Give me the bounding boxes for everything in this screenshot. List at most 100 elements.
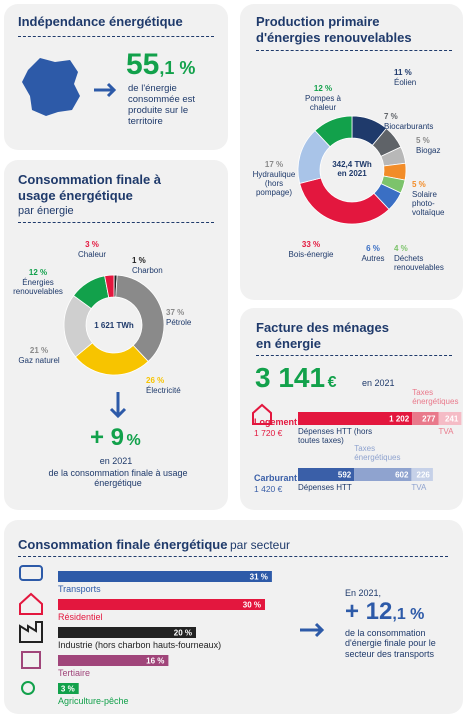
category-label: Industrie (hors charbon hauts-fourneaux): [58, 640, 222, 650]
headline-decimal: ,1 %: [159, 58, 196, 78]
value-label: 7 %: [384, 112, 398, 121]
segment-label: Biogaz: [416, 146, 441, 155]
bar-label: 31 %: [250, 573, 268, 582]
panel: [4, 520, 463, 714]
icon: [21, 681, 35, 695]
bar-label: 602: [395, 471, 409, 480]
panel-title: Consommation finale à usage énergétique: [18, 172, 162, 203]
change-value: + 12: [345, 598, 393, 625]
donut-segment: [314, 115, 353, 148]
row-name: Logement: [254, 417, 298, 427]
value-label: 33 %: [301, 240, 321, 249]
segment-label: Gaz naturel: [18, 356, 60, 365]
bar-label: 1 202: [389, 415, 410, 424]
row-total: 1 720 €: [254, 428, 283, 438]
segment-label: Biocarburants: [384, 122, 434, 131]
caption: de l'énergie consommée est produite sur …: [128, 83, 196, 127]
change-year: en 2021: [99, 456, 133, 466]
divider: [18, 556, 448, 557]
panel: [4, 160, 228, 510]
bar-label: 241: [445, 415, 459, 424]
bill-bar: [298, 468, 355, 481]
segment-label: Autres: [361, 254, 385, 263]
icon: [19, 565, 43, 581]
panel: [240, 4, 463, 300]
value-label: 37 %: [166, 308, 185, 317]
value-label: 21 %: [29, 346, 49, 355]
value-label: 11 %: [394, 68, 412, 77]
component-label: Dépenses HTT: [298, 483, 352, 492]
value-label: 17 %: [264, 160, 284, 169]
value-label: 26 %: [146, 376, 165, 385]
change-unit: %: [126, 432, 141, 449]
category-label: Résidentiel: [58, 612, 103, 622]
change-caption: de la consommation d'énergie finale pour…: [345, 628, 436, 659]
total-value: 3 141: [255, 362, 326, 393]
category-label: Agriculture-pêche: [58, 696, 129, 706]
category-label: Transports: [58, 584, 101, 594]
donut-center: 1 621 TWh: [94, 321, 134, 330]
segment-label: Électricité: [146, 386, 181, 395]
row-name: Carburant: [254, 473, 298, 483]
bill-total: 3 141 €: [255, 362, 337, 394]
sector-bar: [58, 571, 272, 582]
sector-bar: [58, 683, 79, 694]
icon: [252, 403, 272, 425]
bar-label: 16 %: [146, 657, 164, 666]
value-label: 12 %: [28, 268, 48, 277]
headline-value: 55: [126, 48, 160, 81]
bar-label: 20 %: [174, 629, 192, 638]
bill-bar: [298, 412, 413, 425]
bill-bar: [411, 468, 433, 481]
title-sub: par secteur: [230, 538, 291, 552]
divider: [256, 355, 452, 356]
value-label: 12 %: [313, 84, 333, 93]
icon: [19, 621, 43, 643]
component-label: Dépenses HTT (hors toutes taxes): [298, 427, 373, 446]
segment-label: Pétrole: [166, 318, 192, 327]
value-label: 4 %: [394, 244, 408, 253]
headline: 55,1 %: [126, 48, 195, 83]
bill-bar: [354, 468, 412, 481]
bar-label: 30 %: [243, 601, 261, 610]
arrow: [109, 392, 127, 419]
donut-segment: [115, 274, 165, 363]
segment-label: Déchets renouvelables: [394, 254, 444, 273]
panel-title: Indépendance énergétique: [18, 14, 183, 29]
value-label: 1 %: [132, 256, 146, 265]
change-caption: de la consommation finale à usage énergé…: [48, 468, 188, 489]
title-main: Consommation finale énergétique: [18, 537, 228, 552]
change-intro: En 2021,: [345, 588, 382, 598]
map-icon: [22, 58, 80, 116]
divider: [18, 36, 214, 37]
total-year: en 2021: [362, 378, 395, 388]
icon: [19, 592, 43, 615]
bar-label: 277: [422, 415, 436, 424]
icon: [21, 651, 41, 669]
segment-label: Énergies renouvelables: [13, 278, 63, 297]
value-label: 5 %: [412, 180, 426, 189]
bar-label: 3 %: [61, 685, 75, 694]
sector-bar: [58, 599, 265, 610]
change-decimal: ,1 %: [392, 606, 425, 623]
total-unit: €: [327, 374, 337, 391]
segment-label: Pompes à chaleur: [304, 94, 342, 113]
value-label: 3 %: [85, 240, 99, 249]
segment-label: Éolien: [394, 78, 417, 87]
change: + 12,1 %: [345, 598, 424, 626]
sector-bar: [58, 655, 169, 666]
donut-segment: [104, 274, 115, 298]
panel-title: Consommation finale énergétique par sect…: [18, 537, 290, 553]
row-total: 1 420 €: [254, 484, 283, 494]
divider: [18, 222, 214, 223]
sector-bar: [58, 627, 196, 638]
segment-label: Chaleur: [77, 250, 106, 259]
value-label: 5 %: [416, 136, 430, 145]
change: + 9 %: [90, 424, 141, 452]
bill-bar: [412, 412, 439, 425]
bill-bar: [438, 412, 462, 425]
component-label: Taxes énergétiques: [354, 444, 401, 463]
